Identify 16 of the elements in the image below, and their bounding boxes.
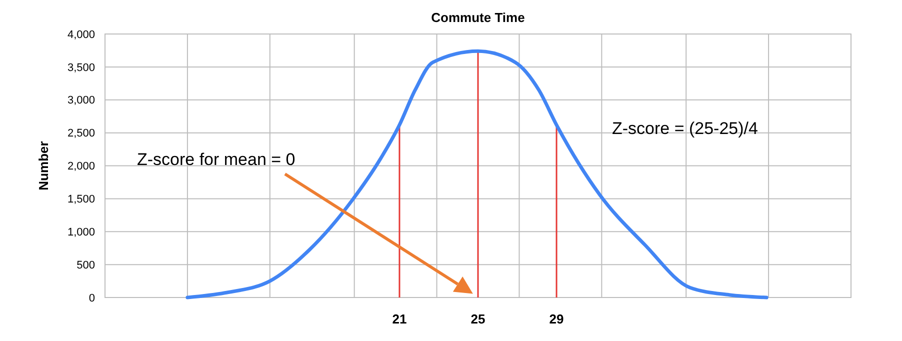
y-tick-label: 4,000 — [67, 28, 95, 41]
y-tick-label: 0 — [88, 292, 95, 304]
y-tick-label: 3,000 — [67, 94, 95, 107]
annotation: Z-score for mean = 0 — [137, 150, 296, 169]
y-tick-label: 500 — [76, 259, 95, 272]
y-axis-title: Number — [36, 141, 51, 190]
y-tick-label: 3,500 — [67, 62, 95, 74]
x-tick-label: 29 — [549, 312, 564, 326]
y-tick-label: 1,000 — [67, 226, 95, 238]
y-tick-label: 2,500 — [67, 128, 95, 140]
annotation: Z-score = (25-25)/4 — [612, 119, 758, 138]
chart-title: Commute Time — [431, 10, 525, 25]
x-tick-label: 21 — [392, 312, 407, 326]
x-tick-label: 25 — [470, 312, 486, 326]
y-tick-label: 2,000 — [67, 160, 95, 173]
y-tick-label: 1,500 — [67, 194, 95, 206]
